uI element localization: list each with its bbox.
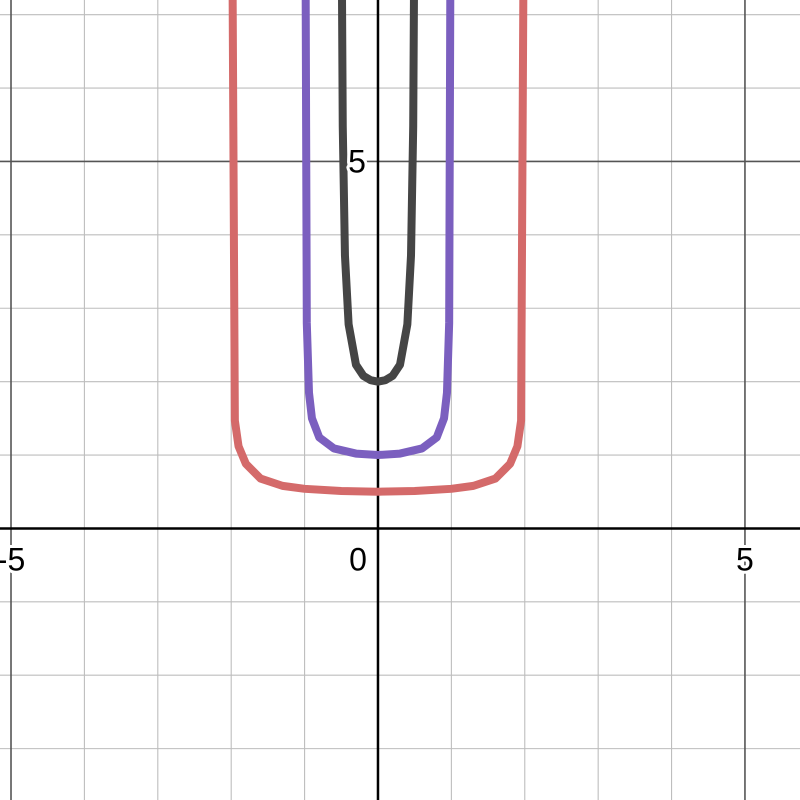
curves: [228, 0, 528, 496]
series-curve-3: [338, 0, 418, 386]
series-curve-2: [301, 0, 455, 460]
x-tick-label: -5: [0, 541, 25, 577]
series-curve-1: [228, 0, 528, 496]
y-tick-label: 5: [348, 143, 366, 179]
x-tick-label: 5: [736, 541, 754, 577]
x-tick-label: 0: [349, 541, 367, 577]
tick-labels: -5 0 5 5: [0, 140, 757, 580]
